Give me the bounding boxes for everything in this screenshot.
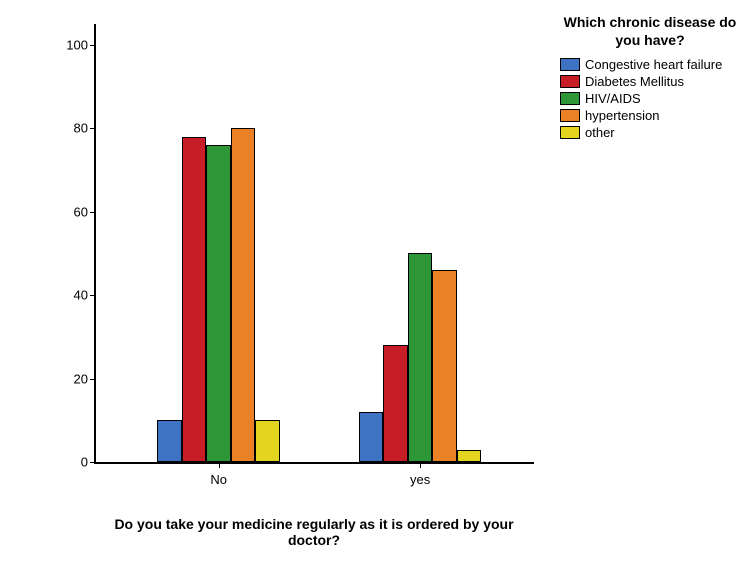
legend-label-hiv: HIV/AIDS xyxy=(585,91,641,106)
legend-swatch-hiv xyxy=(560,92,580,105)
bar-yes-hiv xyxy=(408,253,433,462)
bar-No-dm xyxy=(182,137,207,462)
y-tick-label: 100 xyxy=(58,37,88,52)
bar-yes-other xyxy=(457,450,482,463)
bar-yes-chf xyxy=(359,412,384,462)
y-tick-label: 0 xyxy=(58,455,88,470)
legend-item-htn: hypertension xyxy=(560,108,740,123)
legend-item-dm: Diabetes Mellitus xyxy=(560,74,740,89)
chart-root: Which chronic disease do you have? Conge… xyxy=(0,0,750,563)
x-tick xyxy=(219,462,220,468)
x-axis-label: Do you take your medicine regularly as i… xyxy=(94,516,534,548)
legend-title: Which chronic disease do you have? xyxy=(560,14,740,49)
y-tick-label: 20 xyxy=(58,371,88,386)
y-tick-label: 80 xyxy=(58,121,88,136)
legend-item-chf: Congestive heart failure xyxy=(560,57,740,72)
bar-No-hiv xyxy=(206,145,231,462)
x-cat-label: No xyxy=(210,472,227,487)
y-tick xyxy=(90,462,96,463)
legend-swatch-other xyxy=(560,126,580,139)
legend-items: Congestive heart failure Diabetes Mellitu… xyxy=(560,57,740,140)
bar-yes-htn xyxy=(432,270,457,462)
legend-swatch-chf xyxy=(560,58,580,71)
legend-swatch-htn xyxy=(560,109,580,122)
x-cat-label: yes xyxy=(410,472,430,487)
legend-label-other: other xyxy=(585,125,615,140)
bar-No-other xyxy=(255,420,280,462)
y-tick xyxy=(90,212,96,213)
legend-label-chf: Congestive heart failure xyxy=(585,57,722,72)
y-tick-label: 60 xyxy=(58,204,88,219)
bar-yes-dm xyxy=(383,345,408,462)
plot-area: 020406080100Noyes xyxy=(94,24,534,464)
plot-wrap: Count 020406080100Noyes Do you take your… xyxy=(32,8,537,556)
bar-No-htn xyxy=(231,128,256,462)
legend-label-htn: hypertension xyxy=(585,108,659,123)
legend-item-other: other xyxy=(560,125,740,140)
legend: Which chronic disease do you have? Conge… xyxy=(560,14,740,142)
legend-label-dm: Diabetes Mellitus xyxy=(585,74,684,89)
legend-item-hiv: HIV/AIDS xyxy=(560,91,740,106)
x-tick xyxy=(420,462,421,468)
y-tick xyxy=(90,128,96,129)
y-tick-label: 40 xyxy=(58,288,88,303)
y-tick xyxy=(90,45,96,46)
legend-swatch-dm xyxy=(560,75,580,88)
y-tick xyxy=(90,295,96,296)
y-tick xyxy=(90,379,96,380)
bar-No-chf xyxy=(157,420,182,462)
